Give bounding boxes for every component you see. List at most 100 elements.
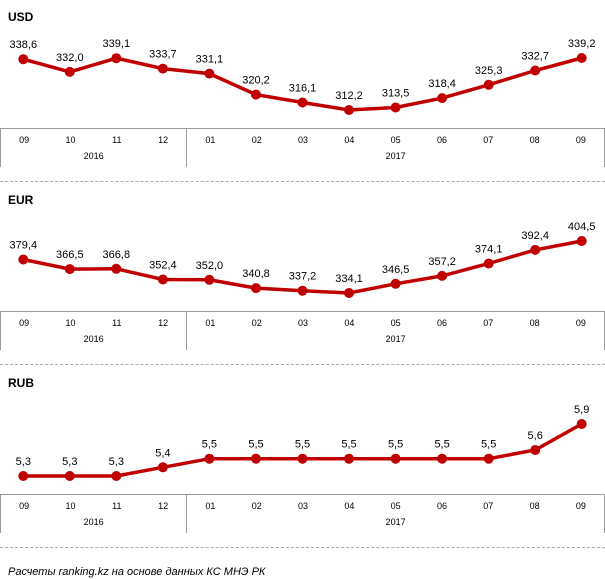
data-point	[390, 102, 401, 113]
month-tick: 06	[436, 501, 447, 511]
data-label: 5,6	[528, 430, 543, 442]
data-point	[251, 89, 261, 100]
line-plot: 338,6 332,0 339,1 333,7 331,1 320,2 316,1 312,2…	[10, 38, 595, 115]
data-point	[483, 79, 494, 90]
data-label: 379,4	[10, 240, 38, 252]
data-point	[344, 105, 354, 115]
x-axis: 09 10 11 12 2016 01 02 03 04 05 06 07 08 09 2017	[0, 494, 605, 533]
data-label: 5,5	[295, 439, 310, 451]
month-tick: 10	[65, 135, 76, 145]
month-tick: 02	[251, 501, 262, 511]
month-row: 01 02 03 04 05 06 07 08 09	[187, 312, 604, 334]
data-point	[64, 264, 75, 275]
month-tick: 07	[483, 318, 494, 328]
data-point	[437, 93, 448, 104]
data-label: 357,2	[428, 256, 456, 268]
month-tick: 07	[483, 501, 494, 511]
month-tick: 09	[19, 135, 30, 145]
data-point	[204, 453, 215, 464]
data-label: 5,3	[62, 456, 77, 468]
axis-year-group: 09 10 11 12 2016	[0, 312, 188, 350]
data-point	[204, 68, 215, 79]
year-tick: 2017	[385, 517, 406, 527]
year-tick: 2016	[83, 517, 104, 527]
line-plot: 379,4 366,5 366,8 352,4 352,0 340,8 337,2 334,1…	[10, 221, 596, 298]
chart-title: EUR	[8, 193, 34, 207]
month-tick: 04	[344, 318, 355, 328]
data-label: 339,1	[103, 38, 131, 50]
dashed-separator	[0, 181, 605, 182]
data-point	[437, 270, 448, 281]
month-tick: 04	[344, 501, 355, 511]
month-tick: 08	[529, 135, 540, 145]
data-point	[344, 288, 354, 298]
month-tick: 05	[390, 135, 401, 145]
data-label: 340,8	[242, 268, 270, 280]
data-point	[437, 453, 448, 464]
data-point	[111, 471, 122, 481]
month-tick: 05	[390, 318, 401, 328]
data-point	[111, 53, 122, 64]
data-point	[576, 419, 587, 429]
month-tick: 03	[298, 135, 309, 145]
data-label: 313,5	[382, 88, 410, 100]
data-label: 346,5	[382, 264, 410, 276]
data-label: 312,2	[335, 90, 363, 102]
data-label: 5,5	[481, 439, 496, 451]
month-tick: 02	[251, 135, 262, 145]
x-axis: 09 10 11 12 2016 01 02 03 04 05 06 07 08 09 2017	[0, 128, 605, 167]
data-point	[18, 471, 29, 481]
data-label: 325,3	[475, 65, 503, 77]
month-tick: 12	[158, 135, 169, 145]
year-tick: 2016	[83, 334, 104, 344]
data-point	[251, 283, 261, 294]
data-label: 366,5	[56, 249, 84, 261]
data-point	[390, 453, 401, 464]
axis-year-group: 01 02 03 04 05 06 07 08 09 2017	[187, 495, 605, 533]
axis-year-group: 01 02 03 04 05 06 07 08 09 2017	[187, 312, 605, 350]
data-label: 352,4	[149, 260, 177, 272]
month-tick: 12	[158, 501, 169, 511]
year-tick: 2016	[83, 151, 104, 161]
data-label: 5,5	[341, 439, 356, 451]
month-tick: 09	[19, 318, 30, 328]
data-label: 5,5	[434, 439, 449, 451]
data-label: 5,3	[109, 456, 124, 468]
month-tick: 09	[575, 501, 586, 511]
data-point	[483, 453, 494, 464]
data-point	[576, 53, 587, 63]
data-point	[157, 63, 168, 74]
data-label: 334,1	[335, 273, 363, 285]
data-point	[157, 462, 168, 473]
dashed-separator	[0, 547, 605, 548]
data-point	[204, 274, 215, 285]
month-tick: 09	[19, 501, 30, 511]
data-label: 332,0	[56, 52, 84, 64]
month-tick: 09	[575, 135, 586, 145]
data-point	[344, 453, 354, 464]
data-label: 338,6	[10, 39, 38, 51]
data-label: 366,8	[103, 249, 131, 261]
month-tick: 03	[298, 501, 309, 511]
data-point	[530, 445, 541, 455]
data-point	[576, 236, 587, 246]
data-point	[157, 274, 168, 285]
axis-year-group: 09 10 11 12 2016	[0, 129, 188, 167]
source-note: Расчеты ranking.kz на основе данных КС М…	[8, 566, 266, 578]
year-tick: 2017	[385, 334, 406, 344]
month-tick: 11	[112, 318, 122, 328]
month-row: 01 02 03 04 05 06 07 08 09	[187, 129, 604, 151]
data-label: 352,0	[196, 260, 224, 272]
month-tick: 01	[205, 501, 216, 511]
data-label: 404,5	[568, 221, 596, 233]
data-label: 332,7	[521, 51, 549, 63]
data-label: 331,1	[196, 54, 224, 66]
data-point	[530, 65, 541, 76]
data-label: 316,1	[289, 83, 317, 95]
month-tick: 11	[112, 501, 122, 511]
month-tick: 07	[483, 135, 494, 145]
month-row: 09 10 11 12	[1, 129, 186, 151]
chart-title: USD	[8, 10, 34, 24]
data-label: 5,5	[248, 439, 263, 451]
data-point	[297, 97, 308, 108]
